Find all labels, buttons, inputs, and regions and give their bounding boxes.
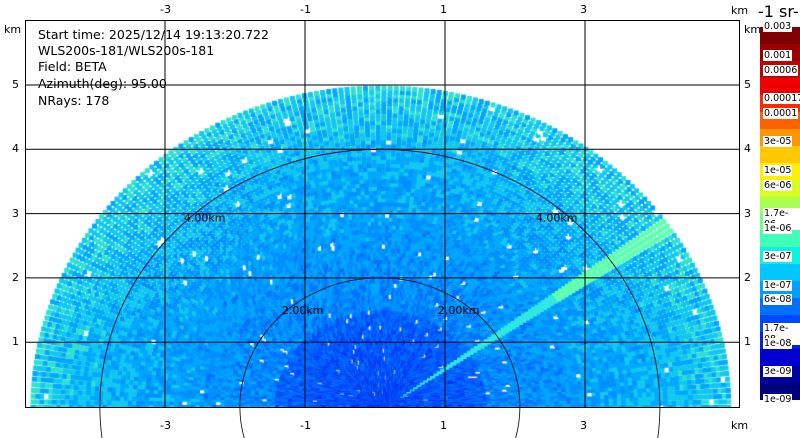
- colorbar-label: 1e-09: [763, 394, 792, 405]
- colorbar-segment: [760, 264, 800, 281]
- colorbar-label: 0.00017: [763, 93, 800, 104]
- range-ring: [240, 278, 520, 438]
- y-tick-right: 4: [744, 142, 751, 155]
- instrument: WLS200s-181/WLS200s-181: [38, 43, 214, 58]
- colorbar-label: 6e-08: [763, 294, 792, 305]
- nrays: NRays: 178: [38, 93, 109, 108]
- y-tick-left: 4: [12, 142, 19, 155]
- x-tick-bottom: -1: [300, 419, 311, 432]
- azimuth: Azimuth(deg): 95.00: [38, 76, 167, 91]
- y-tick-left: 5: [12, 78, 19, 91]
- start-time: Start time: 2025/12/14 19:13:20.722: [38, 27, 269, 42]
- axes-overlay: 2.00km 2.00km 4.00km 4.00km: [0, 0, 800, 438]
- colorbar-label: 1e-08: [763, 338, 792, 349]
- y-tick-right: 2: [744, 271, 751, 284]
- range-ring-label: 4.00km: [184, 211, 226, 224]
- colorbar-label: 3e-05: [763, 136, 792, 147]
- x-tick-bottom: 1: [440, 419, 447, 432]
- colorbar-label: 1e-07: [763, 280, 792, 291]
- x-tick-bottom: 3: [580, 419, 587, 432]
- range-ring-label: 2.00km: [282, 304, 324, 317]
- x-tick-bottom: -3: [160, 419, 171, 432]
- field: Field: BETA: [38, 59, 107, 74]
- range-ring-label: 4.00km: [536, 211, 578, 224]
- x-tick-top: 3: [580, 3, 587, 16]
- y-tick-left: 2: [12, 271, 19, 284]
- colorbar-label: 6e-06: [763, 180, 792, 191]
- range-ring: [100, 149, 660, 438]
- y-unit-left: km: [4, 23, 21, 36]
- colorbar-label: 3e-09: [763, 366, 792, 377]
- colorbar-title: -1 sr-: [758, 4, 799, 20]
- colorbar-segment: [760, 146, 800, 163]
- y-unit-right: km: [744, 23, 761, 36]
- colorbar-label: 0.001: [763, 50, 792, 61]
- colorbar-segment: [760, 349, 800, 366]
- y-tick-left: 3: [12, 207, 19, 220]
- x-tick-top: 1: [440, 3, 447, 16]
- colorbar-label: 1e-06: [763, 223, 792, 234]
- x-tick-top: -1: [300, 3, 311, 16]
- y-tick-right: 3: [744, 207, 751, 220]
- colorbar-label: 3e-07: [763, 251, 792, 262]
- colorbar-label: 1e-05: [763, 165, 792, 176]
- x-tick-top: -3: [160, 3, 171, 16]
- y-tick-right: 1: [744, 335, 751, 348]
- y-tick-right: 5: [744, 78, 751, 91]
- colorbar-label: 0.003: [763, 21, 792, 32]
- x-unit-bottom: km: [731, 419, 748, 432]
- y-tick-left: 1: [12, 335, 19, 348]
- x-unit-top: km: [731, 4, 748, 17]
- range-ring-label: 2.00km: [438, 304, 480, 317]
- colorbar-label: 0.0006: [763, 65, 798, 76]
- colorbar-label: 0.0001: [763, 108, 798, 119]
